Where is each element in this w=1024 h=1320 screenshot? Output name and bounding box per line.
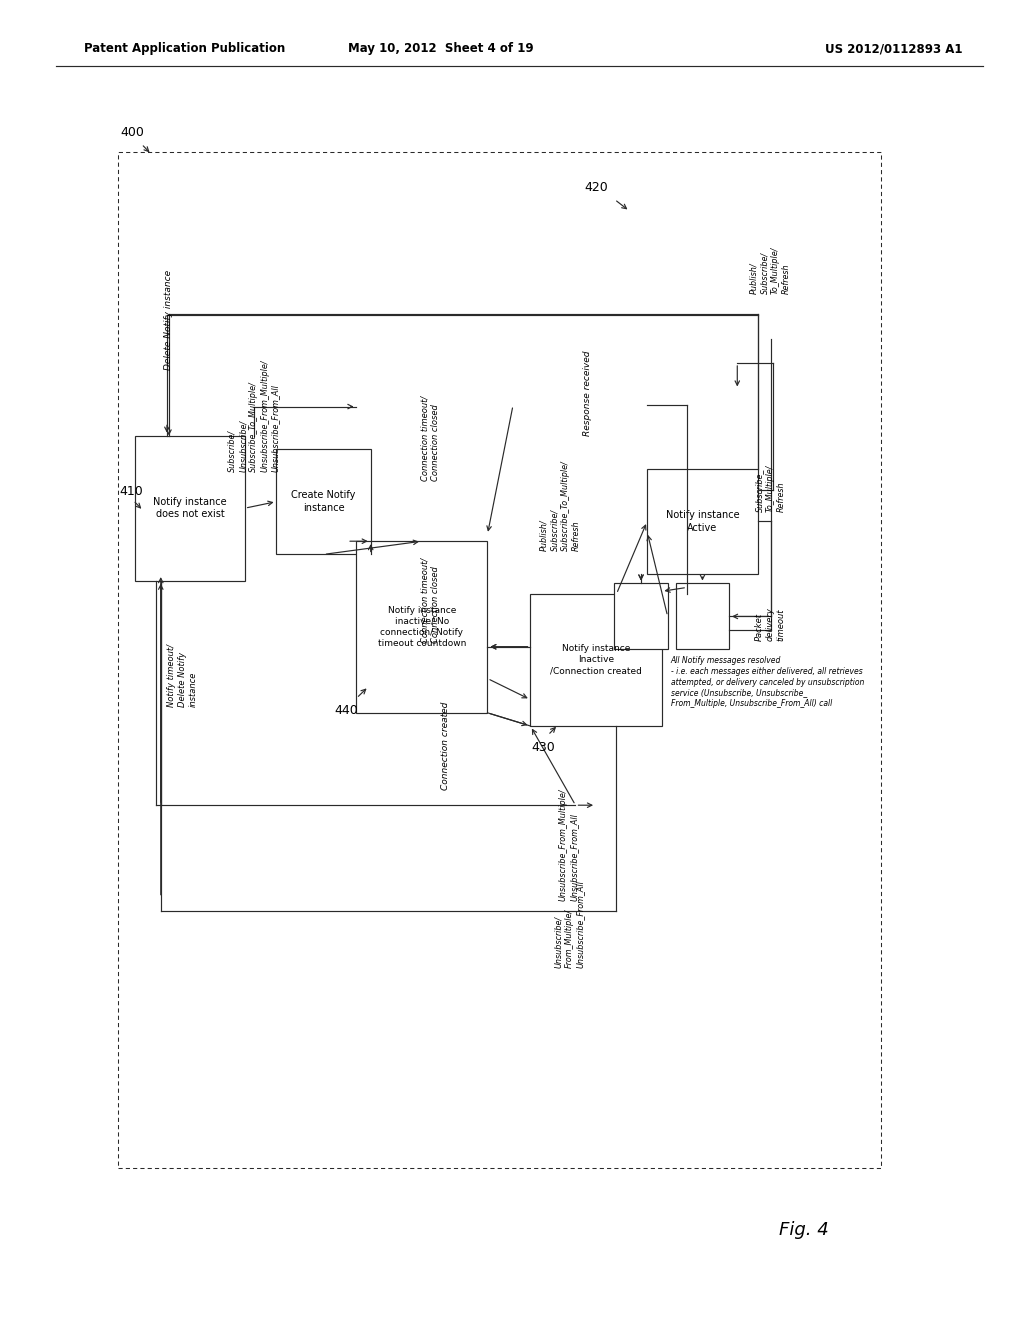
Text: Packet
delivery
timeout: Packet delivery timeout	[755, 607, 785, 642]
Bar	[614, 583, 668, 649]
Text: 410: 410	[120, 484, 143, 498]
Text: May 10, 2012  Sheet 4 of 19: May 10, 2012 Sheet 4 of 19	[347, 42, 534, 55]
Text: Create Notify
instance: Create Notify instance	[292, 491, 355, 512]
Text: 430: 430	[531, 741, 555, 754]
Text: All Notify messages resolved
- i.e. each messages either delivered, all retrieve: All Notify messages resolved - i.e. each…	[671, 656, 864, 708]
Text: Unsubscribe/
From_Multiple/
Unsubscribe_From_All: Unsubscribe/ From_Multiple/ Unsubscribe_…	[554, 880, 585, 968]
Bar	[676, 583, 729, 649]
Text: Connection timeout/
Connection closed: Connection timeout/ Connection closed	[420, 396, 440, 480]
Text: Notify timeout/
Delete Notify
instance: Notify timeout/ Delete Notify instance	[167, 644, 198, 708]
Text: Patent Application Publication: Patent Application Publication	[84, 42, 286, 55]
Bar	[647, 469, 758, 574]
Text: Notify instance
Active: Notify instance Active	[666, 511, 739, 532]
Text: US 2012/0112893 A1: US 2012/0112893 A1	[825, 42, 963, 55]
Text: Connection created: Connection created	[441, 702, 450, 789]
Text: Notify instance
inactive/ No
connection/ Notify
timeout countdown: Notify instance inactive/ No connection/…	[378, 606, 466, 648]
Bar	[135, 436, 245, 581]
Text: Response received: Response received	[584, 351, 592, 436]
Text: Publish/
Subscribe/
Subscribe_To_Multiple/
Refresh: Publish/ Subscribe/ Subscribe_To_Multipl…	[540, 461, 581, 550]
Text: Subscribe/
Unsubscribe/
Subscribe_To_Multiple/
Unsubscribe_From_Multiple/
Unsubs: Subscribe/ Unsubscribe/ Subscribe_To_Mul…	[228, 359, 280, 473]
Text: Connection timeout/
Connection closed: Connection timeout/ Connection closed	[420, 558, 440, 643]
Text: Delete Notify instance: Delete Notify instance	[165, 269, 173, 370]
Bar	[118, 152, 881, 1168]
Text: 420: 420	[585, 181, 608, 194]
Bar	[530, 594, 662, 726]
Text: Fig. 4: Fig. 4	[779, 1221, 828, 1239]
Bar	[356, 541, 487, 713]
Text: Notify instance
Inactive
/Connection created: Notify instance Inactive /Connection cre…	[550, 644, 642, 676]
Text: Notify instance
does not exist: Notify instance does not exist	[154, 498, 226, 519]
Bar	[276, 449, 371, 554]
Text: 440: 440	[335, 704, 358, 717]
Text: Unsubscribe_From_Multiple/
Unsubscribe_From_All: Unsubscribe_From_Multiple/ Unsubscribe_F…	[558, 788, 579, 902]
Text: 400: 400	[121, 125, 144, 139]
Text: Subscribe_
To_Multiple/
Refresh: Subscribe_ To_Multiple/ Refresh	[755, 465, 785, 512]
Text: Publish/
Subscribe/
To_Multiple/
Refresh: Publish/ Subscribe/ To_Multiple/ Refresh	[750, 247, 791, 294]
